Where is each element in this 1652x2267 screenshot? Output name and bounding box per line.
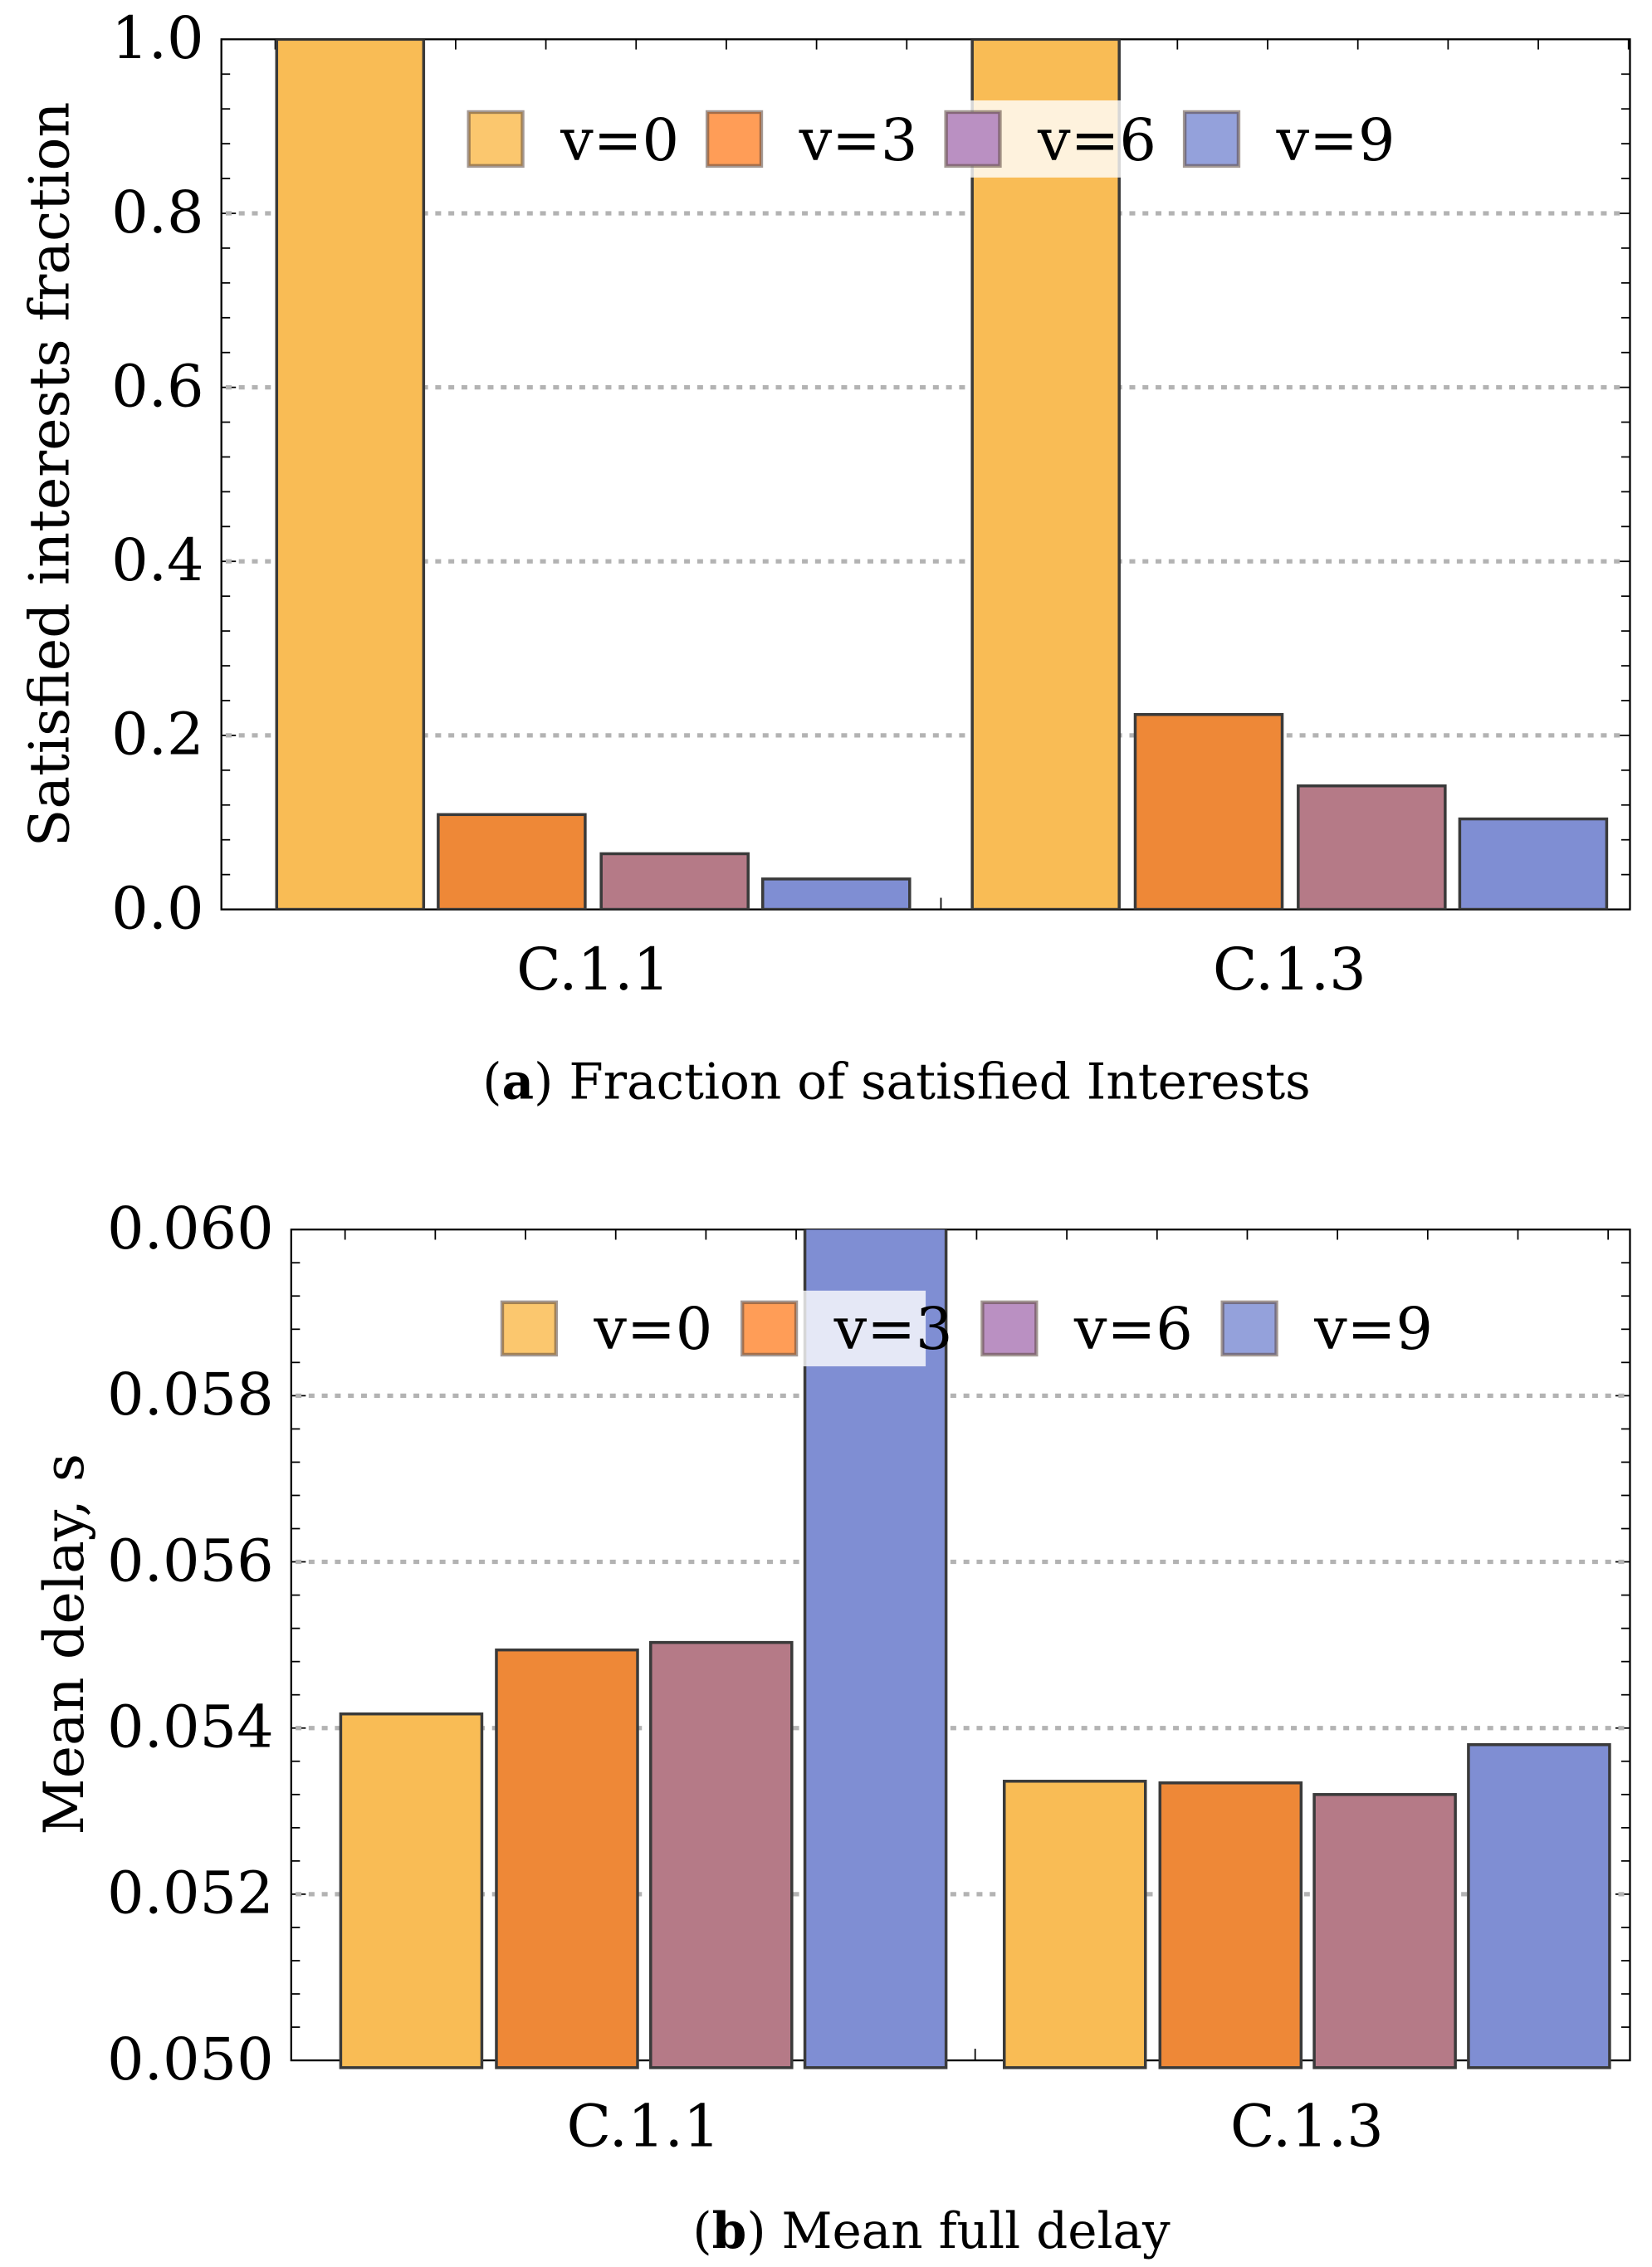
caption: (b) Mean full delay	[692, 2202, 1171, 2260]
legend-label: v=6	[1037, 106, 1156, 174]
legend-swatch-v3	[740, 1300, 799, 1357]
category-label: C.1.1	[516, 936, 670, 1004]
bar-v9-C.1.3	[1467, 1742, 1611, 2069]
bars	[339, 1229, 1611, 2069]
legend-label: v=3	[799, 106, 918, 174]
legend-swatch-v9	[1182, 110, 1241, 169]
legend-swatch-v6	[944, 110, 1002, 169]
category-label: C.1.3	[1213, 936, 1366, 1004]
caption: (a) Fraction of satisfied Interests	[482, 1053, 1310, 1111]
y-tick-label: 0.052	[107, 1859, 274, 1927]
legend: v=0 v=3 v=6 v=9	[462, 100, 1395, 178]
legend-label: v=0	[593, 1295, 712, 1363]
bar-v0-C.1.1	[275, 39, 426, 910]
y-axis-label: Mean delay, s	[32, 1454, 96, 1835]
bar-v3-C.1.1	[437, 813, 587, 910]
bar-v3-C.1.3	[1158, 1781, 1303, 2069]
y-tick-label: 0.2	[111, 701, 204, 769]
bar-v9-C.1.1	[803, 1229, 948, 2069]
y-axis-label: Satisfied interests fraction	[17, 102, 82, 848]
bar-v6-C.1.3	[1297, 784, 1447, 910]
legend-swatch-v6	[980, 1300, 1039, 1357]
legend-label: v=0	[560, 106, 679, 174]
legend-label: v=3	[833, 1295, 953, 1363]
legend-label: v=9	[1313, 1295, 1433, 1363]
legend-swatch-v9	[1220, 1300, 1278, 1357]
bar-v9-C.1.1	[760, 877, 912, 910]
y-tick-label: 0.060	[107, 1195, 274, 1263]
legend: v=0 v=3 v=6 v=9	[496, 1290, 1433, 1366]
y-tick-label: 0.056	[107, 1527, 274, 1595]
bar-v9-C.1.3	[1458, 817, 1609, 910]
chart-mean-delay: 0.050 0.052 0.054 0.056 0.058 0.060 C.1.1 C.1.3…	[32, 1195, 1631, 2260]
bar-v3-C.1.3	[1133, 712, 1284, 910]
bar-v6-C.1.3	[1312, 1793, 1457, 2069]
bar-v0-C.1.3	[970, 39, 1121, 910]
category-label: C.1.1	[567, 2093, 721, 2161]
y-tick-label: 0.054	[107, 1693, 274, 1761]
legend-swatch-v0	[500, 1300, 559, 1357]
y-tick-label: 0.050	[107, 2025, 274, 2094]
bar-v3-C.1.1	[495, 1648, 639, 2069]
category-label: C.1.3	[1230, 2093, 1384, 2161]
bar-v6-C.1.1	[599, 852, 750, 910]
y-tick-label: 0.8	[111, 178, 204, 247]
y-tick-label: 0.058	[107, 1361, 274, 1429]
plot-frame	[290, 1229, 1631, 2062]
chart-satisfied-interests: 0.0 0.2 0.4 0.6 0.8 1.0 C.1.1 C.1.3 Satisfied in…	[17, 4, 1631, 1111]
bars	[275, 39, 1609, 910]
bar-v6-C.1.1	[649, 1640, 794, 2069]
legend-label: v=6	[1073, 1295, 1193, 1363]
y-tick-label: 0.4	[111, 526, 204, 594]
legend-swatch-v0	[467, 110, 525, 169]
legend-label: v=9	[1276, 106, 1395, 174]
y-tick-label: 1.0	[111, 4, 204, 72]
y-tick-label: 0.0	[111, 874, 204, 942]
bar-v0-C.1.1	[339, 1712, 484, 2069]
legend-swatch-v3	[705, 110, 764, 169]
plot-frame	[220, 38, 1631, 911]
y-tick-label: 0.6	[111, 352, 204, 420]
bar-v0-C.1.3	[1002, 1780, 1147, 2069]
